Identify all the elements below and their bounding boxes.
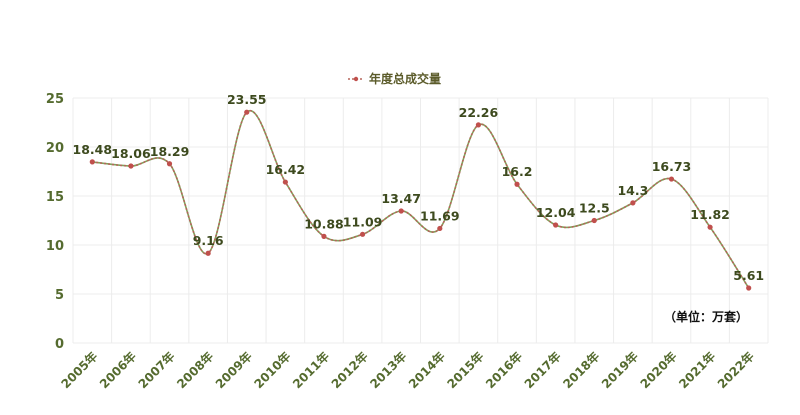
data-point xyxy=(321,233,327,239)
data-point xyxy=(437,225,443,232)
data-label: 5.61 xyxy=(733,268,764,283)
legend-marker-swatch xyxy=(353,76,359,82)
x-tick-label: 2022年 xyxy=(714,349,757,392)
data-label: 18.48 xyxy=(73,142,113,157)
data-point xyxy=(89,159,95,165)
unit-annotation: （单位：万套） xyxy=(664,309,748,324)
data-point xyxy=(282,179,288,185)
x-tick-label: 2009年 xyxy=(212,349,255,392)
data-label: 9.16 xyxy=(193,233,224,248)
x-tick-label: 2020年 xyxy=(637,349,680,392)
x-tick-label: 2011年 xyxy=(289,349,332,392)
data-point xyxy=(475,122,482,128)
data-label: 11.69 xyxy=(420,208,460,223)
data-point xyxy=(591,217,597,224)
y-tick-label: 5 xyxy=(55,288,64,303)
data-point xyxy=(359,231,366,237)
data-point xyxy=(166,161,173,167)
x-tick-label: 2010年 xyxy=(251,349,294,392)
data-label: 18.06 xyxy=(111,146,151,161)
data-point xyxy=(514,181,520,187)
data-labels: 18.48 18.06 18.29 9.16 23.55 16.42 10.88 11.09 1… xyxy=(73,92,765,283)
data-point xyxy=(128,163,134,169)
x-tick-label: 2017年 xyxy=(521,349,564,392)
x-tick-label: 2012年 xyxy=(328,349,371,392)
legend-label: 年度总成交量 xyxy=(369,71,441,86)
data-label: 11.82 xyxy=(690,207,730,222)
data-label: 22.26 xyxy=(459,105,499,120)
x-tick-label: 2021年 xyxy=(675,349,718,392)
x-tick-label: 2005年 xyxy=(58,349,101,392)
x-tick-label: 2006年 xyxy=(96,349,139,392)
data-label: 10.88 xyxy=(304,216,344,231)
data-label: 11.09 xyxy=(343,214,383,229)
x-tick-label: 2015年 xyxy=(444,349,487,392)
data-point xyxy=(746,285,752,291)
y-tick-label: 25 xyxy=(46,92,64,107)
data-point xyxy=(668,176,675,182)
x-tick-label: 2007年 xyxy=(135,349,178,392)
y-axis: 0 5 10 15 20 25 xyxy=(46,92,64,352)
y-tick-label: 10 xyxy=(46,239,64,254)
data-label: 12.04 xyxy=(536,205,576,220)
x-tick-label: 2019年 xyxy=(598,349,641,392)
data-markers xyxy=(89,109,752,291)
y-tick-label: 15 xyxy=(46,190,64,205)
data-label: 16.73 xyxy=(652,159,692,174)
x-tick-label: 2008年 xyxy=(174,349,217,392)
x-tick-label: 2013年 xyxy=(367,349,410,392)
data-point xyxy=(707,224,713,230)
grid-lines xyxy=(72,97,769,344)
x-axis: 2005年2006年2007年2008年2009年2010年2011年2012年… xyxy=(58,349,757,392)
data-label: 13.47 xyxy=(381,191,421,206)
x-tick-label: 2016年 xyxy=(482,349,525,392)
data-label: 18.29 xyxy=(150,144,190,159)
data-point xyxy=(205,250,211,256)
data-point xyxy=(244,109,250,115)
data-label: 23.55 xyxy=(227,92,267,107)
x-tick-label: 2018年 xyxy=(560,349,603,392)
data-label: 14.3 xyxy=(617,183,648,198)
data-label: 16.2 xyxy=(502,164,533,179)
data-label: 12.5 xyxy=(579,201,610,216)
y-tick-label: 0 xyxy=(55,337,64,352)
data-label: 16.42 xyxy=(266,162,306,177)
data-point xyxy=(398,208,404,214)
legend: 年度总成交量 xyxy=(348,71,441,86)
x-tick-label: 2014年 xyxy=(405,349,448,392)
y-tick-label: 20 xyxy=(46,141,64,156)
data-point xyxy=(553,222,559,228)
data-point xyxy=(630,200,636,206)
